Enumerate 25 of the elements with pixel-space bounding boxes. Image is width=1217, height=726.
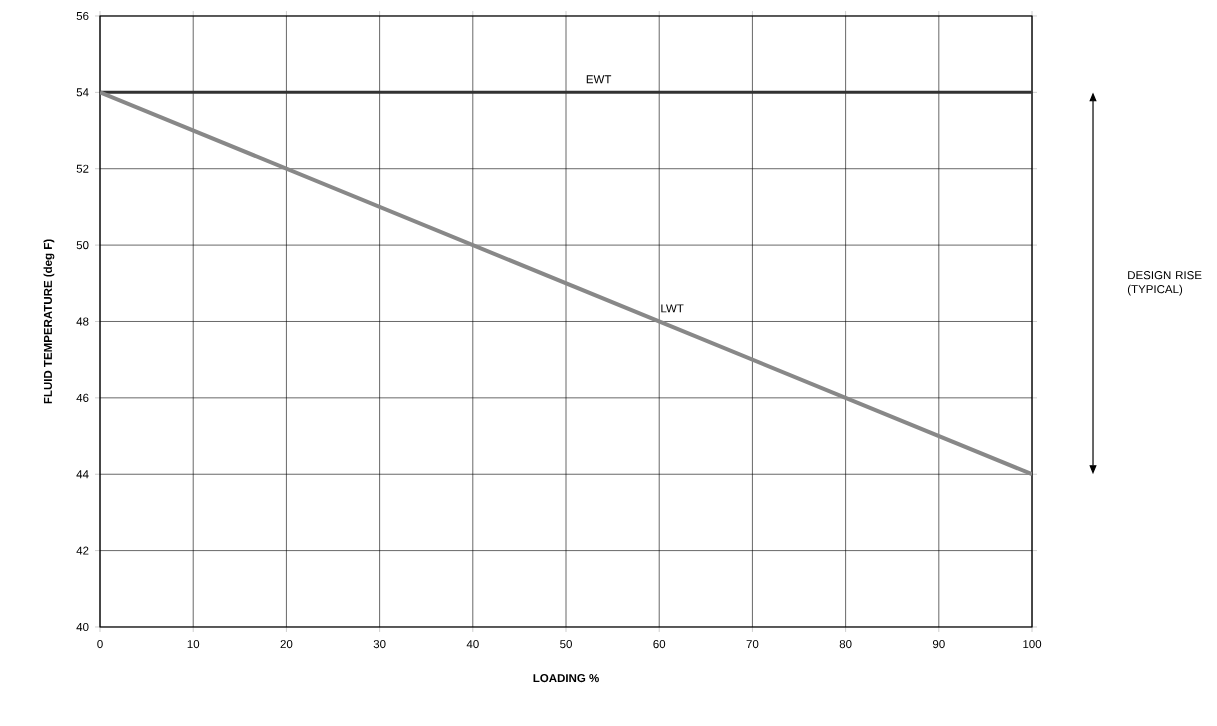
x-tick-label: 10 (187, 640, 200, 649)
y-tick-label: 54 (76, 88, 89, 97)
y-tick-label: 48 (76, 317, 89, 326)
x-tick-label: 100 (1023, 640, 1042, 649)
x-tick-label: 80 (839, 640, 852, 649)
y-tick-label: 52 (76, 164, 89, 173)
x-tick-label: 0 (97, 640, 103, 649)
x-tick-label: 40 (466, 640, 479, 649)
series-label: LWT (661, 304, 684, 313)
y-tick-label: 40 (76, 622, 89, 632)
y-tick-label: 56 (76, 11, 89, 21)
x-tick-label: 20 (280, 640, 293, 649)
text: DESIGN RISE (TYPICAL) (1127, 271, 1202, 296)
y-tick-label: 44 (76, 470, 89, 479)
x-tick-label: 90 (932, 640, 945, 649)
y-tick-label: 50 (76, 241, 89, 250)
x-tick-label: 60 (653, 640, 666, 649)
x-tick-label: 50 (560, 640, 572, 649)
x-axis-title: LOADING % (533, 674, 599, 683)
y-tick-label: 46 (76, 393, 89, 402)
y-axis-title: FLUID TEMPERATURE (deg F) (43, 239, 55, 404)
x-tick-label: 30 (373, 640, 386, 649)
series-label: EWT (586, 75, 612, 84)
x-tick-label: 70 (746, 640, 759, 649)
y-tick-label: 42 (76, 546, 89, 555)
